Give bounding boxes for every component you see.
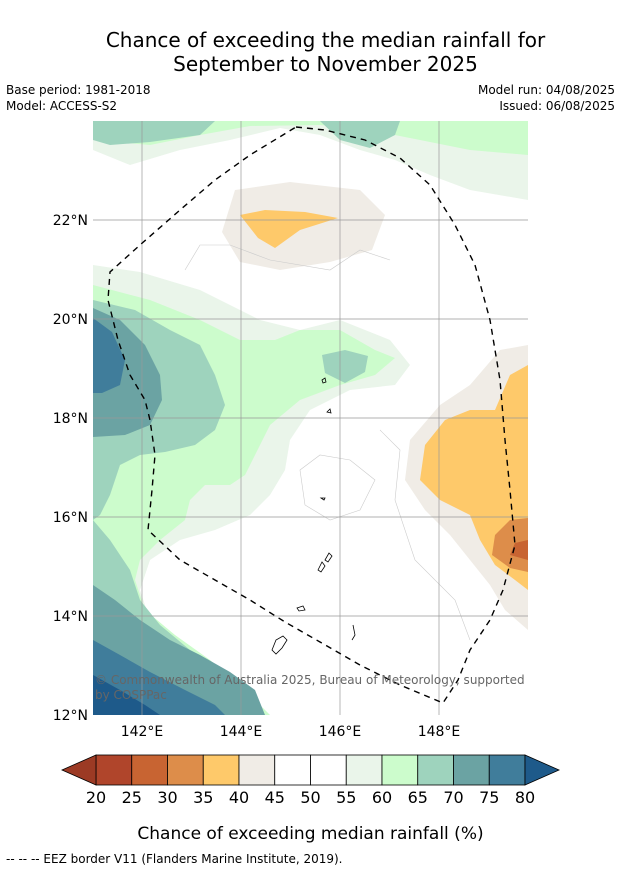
colorbar-swatch xyxy=(310,754,347,786)
colorbar-low-arrow xyxy=(61,754,97,786)
lat-label: 20°N xyxy=(53,312,88,328)
lat-label: 16°N xyxy=(53,510,88,526)
chart-title-line1: Chance of exceeding the median rainfall … xyxy=(105,28,546,52)
colorbar-swatch xyxy=(488,754,526,786)
lon-label: 144°E xyxy=(220,724,263,740)
colorbar-tick-label: 20 xyxy=(86,788,106,807)
saipan-island xyxy=(324,552,333,563)
base-period: Base period: 1981-2018 xyxy=(6,83,151,97)
colorbar-swatch xyxy=(274,754,311,786)
meta-right: Model run: 04/08/2025 Issued: 06/08/2025 xyxy=(478,82,615,114)
colorbar-tick-label: 25 xyxy=(122,788,142,807)
colorbar-swatch xyxy=(131,754,168,786)
rota-island xyxy=(296,605,306,612)
gridlines xyxy=(93,121,528,715)
colorbar-tick-label: 40 xyxy=(229,788,249,807)
lat-label: 22°N xyxy=(53,213,88,229)
lat-labels: 22°N 20°N 18°N 16°N 14°N 12°N xyxy=(53,213,88,724)
small-island xyxy=(326,408,332,414)
colorbar-swatch xyxy=(417,754,454,786)
small-island xyxy=(321,377,327,384)
chart-title-line2: September to November 2025 xyxy=(173,52,478,76)
lon-label: 146°E xyxy=(319,724,362,740)
colorbar-tick-label: 35 xyxy=(193,788,213,807)
footnote: -- -- -- EEZ border V11 (Flanders Marine… xyxy=(6,852,343,866)
tinian-island xyxy=(317,561,326,573)
colorbar-tick-label: 50 xyxy=(300,788,320,807)
colorbar-swatch xyxy=(167,754,204,786)
colorbar: 20 25 30 35 40 45 50 55 60 65 70 75 80 xyxy=(61,754,560,807)
lon-label: 148°E xyxy=(418,724,461,740)
colorbar-high-arrow xyxy=(524,754,560,786)
eez-border xyxy=(107,126,516,704)
colorbar-tick-label: 70 xyxy=(443,788,463,807)
colorbar-tick-label: 75 xyxy=(479,788,499,807)
colorbar-swatch xyxy=(381,754,419,786)
colorbar-tick-label: 55 xyxy=(336,788,356,807)
colorbar-tick-label: 45 xyxy=(265,788,285,807)
colorbar-label: Chance of exceeding median rainfall (%) xyxy=(137,824,484,844)
lat-label: 12°N xyxy=(53,708,88,724)
lat-label: 14°N xyxy=(53,609,88,625)
lon-labels: 142°E 144°E 146°E 148°E xyxy=(121,724,461,740)
model-name: Model: ACCESS-S2 xyxy=(6,99,118,113)
colorbar-swatch xyxy=(202,754,240,786)
anatahan-island xyxy=(319,497,326,501)
lat-label: 18°N xyxy=(53,411,88,427)
colorbar-swatch xyxy=(238,754,276,786)
colorbar-tick-label: 30 xyxy=(157,788,177,807)
islands xyxy=(271,377,356,655)
colorbar-swatch xyxy=(345,754,383,786)
small-island xyxy=(351,624,356,641)
copyright-text: © Commonwealth of Australia 2025, Bureau… xyxy=(95,673,525,687)
issued-date: Issued: 06/08/2025 xyxy=(499,99,615,113)
colorbar-tick-label: 60 xyxy=(372,788,392,807)
guam-island xyxy=(271,635,288,655)
meta-left: Base period: 1981-2018 Model: ACCESS-S2 xyxy=(6,82,151,114)
copyright-text-2: by COSPPac xyxy=(95,688,167,702)
lon-label: 142°E xyxy=(121,724,164,740)
colorbar-swatch xyxy=(95,754,133,786)
colorbar-swatch xyxy=(453,754,490,786)
model-run: Model run: 04/08/2025 xyxy=(477,83,615,97)
colorbar-tick-label: 80 xyxy=(515,788,535,807)
colorbar-tick-label: 65 xyxy=(408,788,428,807)
